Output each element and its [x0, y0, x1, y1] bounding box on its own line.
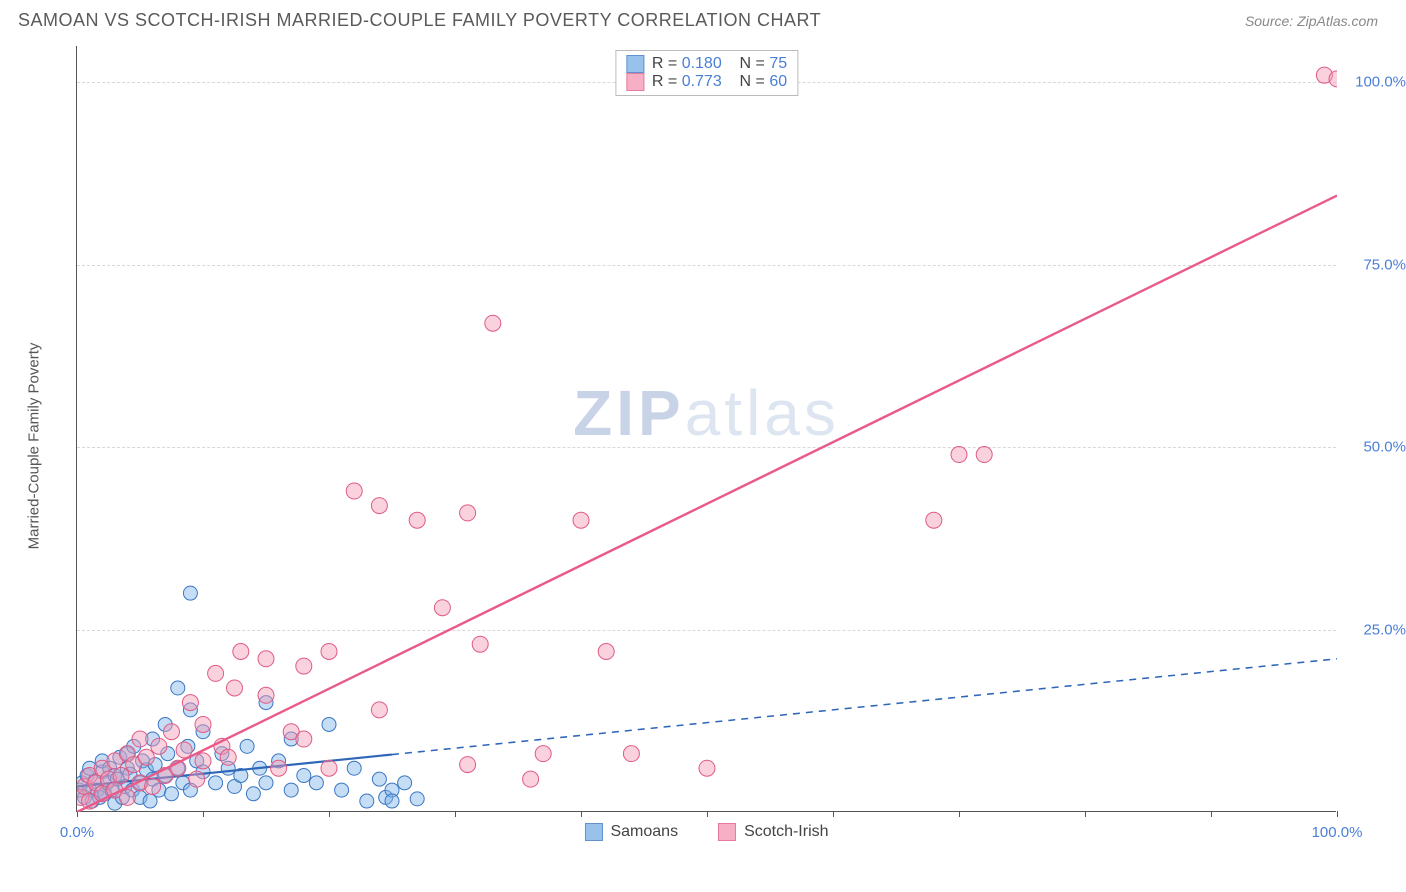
svg-layer [77, 46, 1337, 812]
data-point [182, 695, 198, 711]
data-point [460, 757, 476, 773]
data-point [951, 447, 967, 463]
data-point [132, 731, 148, 747]
y-tick-label: 50.0% [1346, 439, 1406, 456]
legend-row-samoans: R = 0.180 N = 75 [626, 55, 787, 73]
y-tick-label: 100.0% [1346, 74, 1406, 91]
data-point [119, 789, 135, 805]
data-point [346, 483, 362, 499]
scatter-plot: ZIPatlas R = 0.180 N = 75 R = 0.773 N = … [76, 46, 1336, 812]
data-point [165, 787, 179, 801]
data-point [360, 794, 374, 808]
swatch-scotch-irish-icon [718, 823, 736, 841]
x-tick-label: 0.0% [60, 824, 94, 841]
data-point [926, 512, 942, 528]
data-point [623, 746, 639, 762]
data-point [371, 702, 387, 718]
data-point [976, 447, 992, 463]
data-point [227, 680, 243, 696]
data-point [296, 731, 312, 747]
data-point [699, 760, 715, 776]
legend-correlation: R = 0.180 N = 75 R = 0.773 N = 60 [615, 50, 798, 96]
data-point [385, 794, 399, 808]
data-point [183, 586, 197, 600]
data-point [145, 778, 161, 794]
x-tick [1337, 811, 1338, 817]
y-axis-label: Married-Couple Family Poverty [26, 343, 43, 550]
data-point [409, 512, 425, 528]
swatch-samoans-icon [584, 823, 602, 841]
data-point [372, 772, 386, 786]
swatch-samoans [626, 55, 644, 73]
legend-item-samoans: Samoans [584, 823, 678, 841]
data-point [189, 771, 205, 787]
data-point [240, 739, 254, 753]
data-point [259, 776, 273, 790]
source-label: Source: ZipAtlas.com [1245, 13, 1378, 29]
trend-line-dashed [392, 659, 1337, 755]
data-point [410, 792, 424, 806]
data-point [472, 636, 488, 652]
data-point [335, 783, 349, 797]
trend-line [77, 196, 1337, 812]
y-tick-label: 25.0% [1346, 621, 1406, 638]
data-point [321, 760, 337, 776]
legend-row-scotch-irish: R = 0.773 N = 60 [626, 73, 787, 91]
data-point [321, 644, 337, 660]
data-point [258, 687, 274, 703]
data-point [220, 749, 236, 765]
chart-title: SAMOAN VS SCOTCH-IRISH MARRIED-COUPLE FA… [18, 10, 821, 31]
data-point [296, 658, 312, 674]
legend-series: Samoans Scotch-Irish [584, 823, 828, 841]
data-point [209, 776, 223, 790]
data-point [164, 724, 180, 740]
data-point [535, 746, 551, 762]
data-point [598, 644, 614, 660]
data-point [171, 681, 185, 695]
data-point [138, 749, 154, 765]
x-tick-label: 100.0% [1312, 824, 1363, 841]
y-tick-label: 75.0% [1346, 256, 1406, 273]
data-point [151, 738, 167, 754]
data-point [573, 512, 589, 528]
swatch-scotch-irish [626, 73, 644, 91]
data-point [271, 760, 287, 776]
data-point [258, 651, 274, 667]
data-point [398, 776, 412, 790]
data-point [460, 505, 476, 521]
data-point [309, 776, 323, 790]
legend-item-scotch-irish: Scotch-Irish [718, 823, 828, 841]
data-point [485, 315, 501, 331]
plot-area: Married-Couple Family Poverty ZIPatlas R… [50, 46, 1386, 846]
data-point [233, 644, 249, 660]
data-point [371, 498, 387, 514]
data-point [322, 717, 336, 731]
data-point [246, 787, 260, 801]
data-point [113, 768, 129, 784]
data-point [195, 716, 211, 732]
data-point [434, 600, 450, 616]
data-point [297, 769, 311, 783]
data-point [347, 761, 361, 775]
data-point [523, 771, 539, 787]
data-point [195, 753, 211, 769]
data-point [208, 665, 224, 681]
data-point [284, 783, 298, 797]
